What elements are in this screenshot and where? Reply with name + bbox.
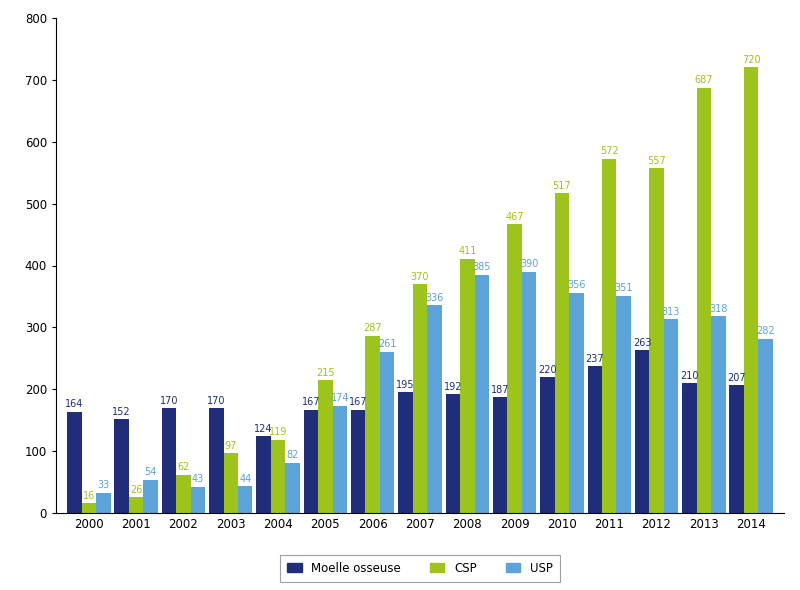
- Text: 170: 170: [160, 395, 178, 405]
- Text: 16: 16: [82, 491, 95, 501]
- Bar: [366, 336, 380, 513]
- Text: 687: 687: [694, 76, 713, 85]
- Bar: [744, 67, 758, 513]
- Bar: [82, 503, 96, 513]
- Text: 82: 82: [286, 450, 298, 460]
- Text: 170: 170: [207, 395, 226, 405]
- Bar: [602, 159, 617, 513]
- Text: 318: 318: [709, 304, 727, 314]
- Text: 261: 261: [378, 339, 396, 349]
- Bar: [569, 293, 584, 513]
- Text: 43: 43: [192, 474, 204, 484]
- Bar: [271, 440, 286, 513]
- Bar: [460, 258, 474, 513]
- Bar: [318, 380, 333, 513]
- Bar: [758, 339, 773, 513]
- Bar: [176, 475, 190, 513]
- Text: 167: 167: [349, 398, 367, 407]
- Bar: [304, 410, 318, 513]
- Bar: [238, 486, 253, 513]
- Text: 411: 411: [458, 246, 477, 256]
- Text: 467: 467: [506, 212, 524, 221]
- Bar: [493, 398, 507, 513]
- Text: 207: 207: [727, 373, 746, 382]
- Bar: [587, 366, 602, 513]
- Text: 124: 124: [254, 424, 273, 434]
- Text: 385: 385: [473, 263, 491, 273]
- Bar: [114, 419, 129, 513]
- Bar: [398, 392, 413, 513]
- Bar: [474, 275, 489, 513]
- Text: 287: 287: [363, 323, 382, 333]
- Bar: [209, 408, 223, 513]
- Legend: Moelle osseuse, CSP, USP: Moelle osseuse, CSP, USP: [280, 555, 560, 582]
- Text: 351: 351: [614, 283, 633, 293]
- Bar: [286, 463, 300, 513]
- Bar: [617, 296, 631, 513]
- Bar: [507, 224, 522, 513]
- Bar: [540, 377, 554, 513]
- Text: 119: 119: [269, 427, 287, 437]
- Bar: [380, 352, 394, 513]
- Text: 572: 572: [600, 146, 618, 156]
- Text: 167: 167: [302, 398, 320, 407]
- Bar: [730, 385, 744, 513]
- Bar: [664, 319, 678, 513]
- Text: 356: 356: [567, 280, 586, 290]
- Bar: [635, 350, 650, 513]
- Bar: [413, 284, 427, 513]
- Text: 336: 336: [426, 293, 444, 303]
- Text: 215: 215: [316, 368, 334, 378]
- Bar: [333, 405, 347, 513]
- Text: 33: 33: [97, 480, 110, 490]
- Text: 370: 370: [410, 271, 430, 281]
- Bar: [223, 453, 238, 513]
- Text: 174: 174: [330, 393, 349, 403]
- Text: 237: 237: [586, 354, 604, 364]
- Text: 26: 26: [130, 485, 142, 494]
- Bar: [143, 480, 158, 513]
- Bar: [697, 88, 711, 513]
- Text: 210: 210: [680, 371, 698, 381]
- Text: 152: 152: [112, 407, 131, 417]
- Text: 720: 720: [742, 55, 761, 65]
- Bar: [522, 271, 536, 513]
- Text: 62: 62: [178, 463, 190, 473]
- Bar: [256, 437, 271, 513]
- Text: 54: 54: [145, 467, 157, 477]
- Text: 263: 263: [633, 338, 651, 348]
- Bar: [650, 168, 664, 513]
- Bar: [711, 316, 726, 513]
- Bar: [446, 394, 460, 513]
- Text: 313: 313: [662, 307, 680, 317]
- Bar: [67, 412, 82, 513]
- Text: 195: 195: [396, 380, 414, 390]
- Text: 282: 282: [756, 326, 775, 336]
- Text: 557: 557: [647, 156, 666, 166]
- Text: 164: 164: [66, 399, 83, 409]
- Text: 44: 44: [239, 474, 251, 484]
- Bar: [129, 497, 143, 513]
- Bar: [682, 384, 697, 513]
- Text: 517: 517: [553, 181, 571, 191]
- Text: 390: 390: [520, 259, 538, 269]
- Bar: [162, 408, 176, 513]
- Bar: [427, 305, 442, 513]
- Text: 220: 220: [538, 365, 557, 375]
- Text: 97: 97: [225, 441, 237, 451]
- Text: 192: 192: [444, 382, 462, 392]
- Bar: [96, 493, 110, 513]
- Text: 187: 187: [491, 385, 510, 395]
- Bar: [190, 487, 205, 513]
- Bar: [554, 193, 569, 513]
- Bar: [351, 410, 366, 513]
